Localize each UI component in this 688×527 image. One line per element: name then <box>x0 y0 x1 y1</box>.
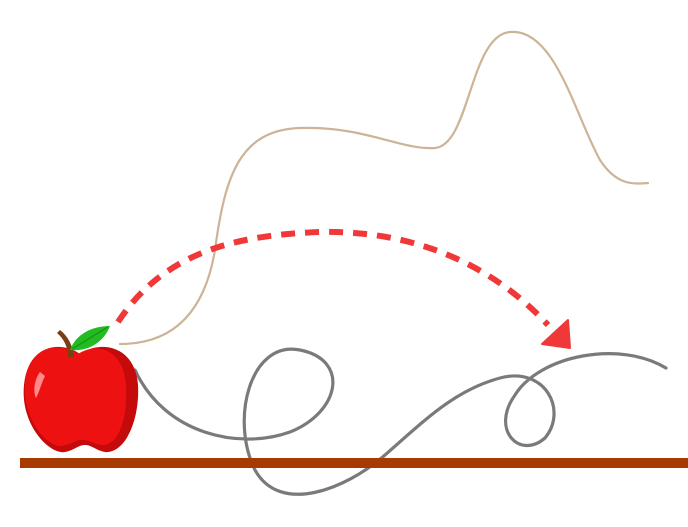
gray-path <box>133 347 668 496</box>
apple-body <box>24 347 127 447</box>
ground-bar <box>20 458 688 468</box>
apple-highlight <box>34 372 45 398</box>
apple-leaf-vein <box>71 326 109 350</box>
arrow-head-icon <box>541 319 571 349</box>
red-dashed-arc <box>115 228 551 328</box>
apple-stem <box>57 330 74 357</box>
apple-icon <box>23 326 139 453</box>
